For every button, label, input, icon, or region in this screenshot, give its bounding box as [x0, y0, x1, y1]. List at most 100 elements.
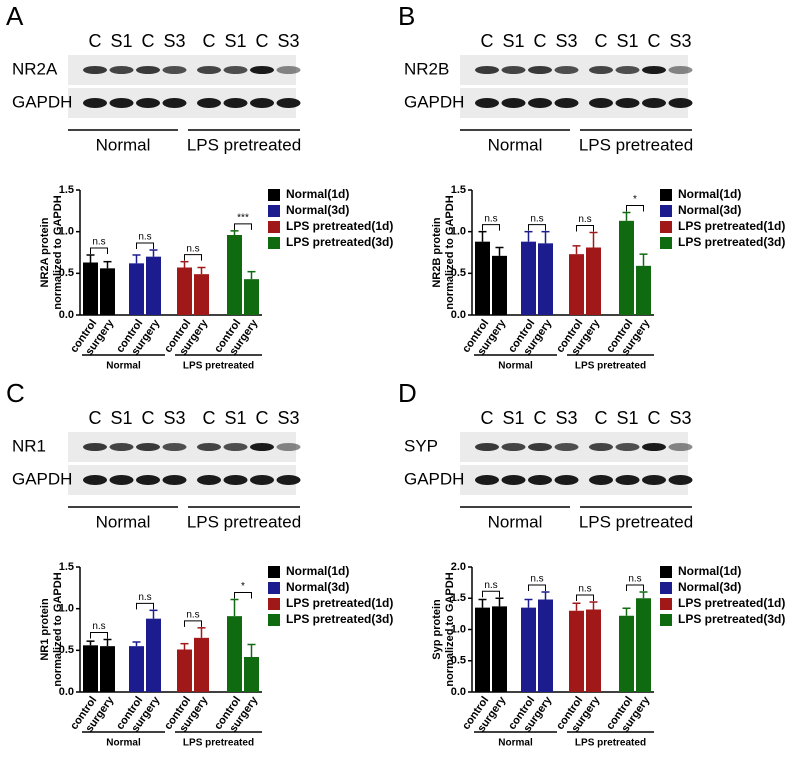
bar — [100, 268, 115, 315]
legend-swatch — [268, 566, 280, 578]
y-tick-label: 0.5 — [59, 267, 74, 279]
lane-label: S3 — [277, 31, 299, 51]
band — [554, 443, 579, 451]
row-label: GAPDH — [12, 469, 72, 488]
band — [589, 443, 613, 451]
band — [276, 66, 301, 74]
bar — [475, 607, 490, 692]
band — [475, 66, 499, 74]
legend-swatch — [660, 237, 672, 249]
y-axis-label: NR2A protein — [39, 217, 51, 287]
band — [501, 98, 526, 108]
band — [136, 475, 160, 485]
lane-label: S1 — [224, 31, 246, 51]
significance-label: *** — [237, 212, 249, 223]
blot-group-label: LPS pretreated — [579, 512, 693, 531]
y-tick-label: 1.0 — [59, 603, 74, 615]
band — [223, 66, 248, 74]
bar — [492, 255, 507, 315]
blot-group-label: LPS pretreated — [187, 135, 301, 154]
y-tick-label: 0.0 — [451, 686, 466, 698]
band — [589, 66, 613, 74]
y-tick-label: 1.0 — [451, 226, 466, 238]
bar — [129, 263, 144, 315]
band — [197, 66, 221, 74]
group-label: Normal — [498, 738, 533, 749]
significance-label: n.s — [186, 243, 199, 254]
band — [197, 475, 221, 485]
panel-letter: B — [398, 1, 415, 31]
lane-label: C — [648, 408, 661, 428]
lane-label: C — [203, 31, 216, 51]
blot-group-label: Normal — [96, 512, 151, 531]
band — [109, 98, 134, 108]
band — [162, 98, 187, 108]
significance-label: n.s — [92, 237, 105, 248]
legend-swatch — [660, 566, 672, 578]
legend-label: LPS pretreated(1d) — [678, 596, 785, 610]
legend-label: LPS pretreated(1d) — [286, 596, 393, 610]
significance-bracket — [90, 247, 108, 254]
significance-bracket — [576, 225, 594, 232]
band — [250, 98, 274, 108]
legend-swatch — [268, 221, 280, 233]
legend-label: Normal(3d) — [678, 580, 741, 594]
band — [589, 98, 613, 108]
significance-bracket — [136, 602, 154, 610]
y-tick-label: 0.0 — [59, 686, 74, 698]
bar — [227, 616, 242, 692]
row-label: NR2B — [404, 59, 449, 78]
band — [475, 475, 499, 485]
band — [109, 475, 134, 485]
bar — [521, 607, 536, 692]
panel-letter: A — [6, 1, 24, 31]
row-label: GAPDH — [12, 92, 72, 111]
group-label: Normal — [106, 738, 141, 749]
band — [528, 475, 552, 485]
y-tick-label: 0.5 — [451, 655, 466, 667]
band — [83, 475, 107, 485]
significance-bracket — [528, 224, 546, 231]
legend-swatch — [268, 598, 280, 610]
lane-label: S3 — [163, 408, 185, 428]
lane-label: C — [534, 408, 547, 428]
band — [615, 66, 640, 74]
significance-label: n.s — [186, 609, 199, 620]
band — [589, 475, 613, 485]
y-tick-label: 1.5 — [451, 184, 466, 196]
bar — [100, 646, 115, 692]
legend-swatch — [660, 221, 672, 233]
group-label: Normal — [498, 361, 533, 372]
band — [83, 66, 107, 74]
bar — [538, 243, 553, 315]
significance-bracket — [576, 594, 594, 601]
significance-label: n.s — [578, 214, 591, 225]
significance-label: n.s — [628, 574, 641, 585]
lane-label: C — [481, 408, 494, 428]
band — [528, 98, 552, 108]
lane-label: C — [534, 31, 547, 51]
band — [615, 475, 640, 485]
legend-label: LPS pretreated(1d) — [286, 219, 393, 233]
legend-swatch — [268, 614, 280, 626]
bar — [538, 599, 553, 692]
band — [615, 443, 640, 451]
band — [668, 98, 693, 108]
bar — [194, 637, 209, 692]
lane-label: S3 — [555, 31, 577, 51]
lane-label: C — [595, 408, 608, 428]
lane-label: S1 — [502, 408, 524, 428]
band — [668, 443, 693, 451]
band — [136, 66, 160, 74]
y-tick-label: 1.5 — [59, 184, 74, 196]
lane-label: C — [89, 408, 102, 428]
band — [668, 66, 693, 74]
bar — [636, 265, 651, 315]
significance-bracket — [234, 592, 252, 599]
blot-group-label: LPS pretreated — [579, 135, 693, 154]
bar — [569, 254, 584, 315]
band — [197, 98, 221, 108]
y-axis-label: Syp protein — [431, 599, 443, 660]
legend-swatch — [268, 189, 280, 201]
